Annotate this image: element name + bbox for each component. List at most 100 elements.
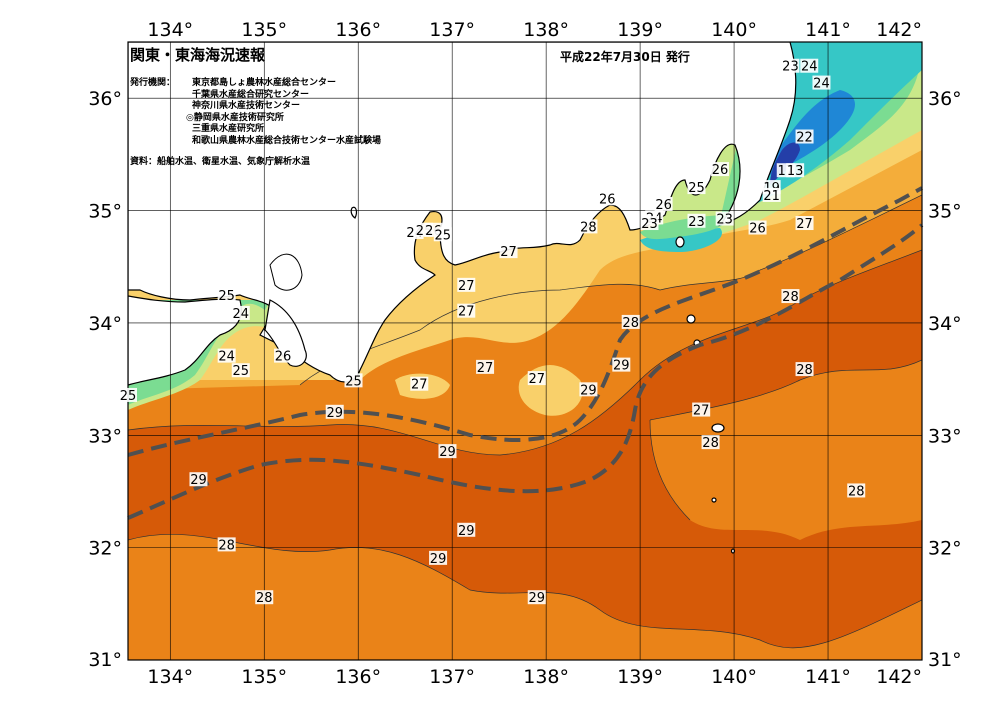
latitude-tick-label: 34°	[88, 313, 122, 335]
temperature-label-bg	[217, 348, 236, 363]
temperature-label: 27	[476, 359, 495, 376]
temperature-label-bg	[640, 216, 659, 231]
land-kii	[264, 299, 307, 367]
latitude-tick-label: 33°	[88, 425, 122, 447]
temperature-label: 29	[189, 472, 208, 488]
temperature-label: 23	[687, 213, 706, 230]
longitude-tick-label: 142°	[876, 19, 922, 41]
temperature-label-text: 24	[813, 77, 830, 92]
temperature-label-bg	[579, 382, 598, 397]
temperature-label: 13	[786, 163, 805, 179]
temperature-label: 29	[579, 382, 598, 398]
latitude-tick-label: 35°	[88, 201, 122, 223]
temperature-label-bg	[654, 196, 673, 211]
temperature-label-bg	[715, 211, 734, 226]
temperature-label: 21	[762, 187, 781, 204]
longitude-tick-label: 139°	[617, 19, 663, 41]
temperature-label-text: 27	[458, 279, 475, 294]
temperature-label-bg	[457, 303, 476, 318]
temperature-label-bg	[499, 244, 518, 259]
longitude-labels-bottom: 134° 135° 136° 137° 138° 139° 140° 141° 142°	[147, 666, 922, 688]
issuer-2: 千葉県水産総合研究センター	[192, 89, 310, 100]
temperature-label-bg	[687, 180, 706, 195]
temperature-label: 26	[274, 348, 293, 365]
temperature-label-bg	[274, 348, 293, 363]
longitude-tick-label: 140°	[711, 19, 757, 41]
temperature-label-text: 25	[120, 389, 137, 404]
temperature-label-bg	[429, 550, 448, 565]
temperature-label-text: 29	[613, 359, 630, 374]
temperature-label-bg	[800, 58, 819, 73]
temperature-label: 29	[527, 590, 546, 606]
temperature-label-text: 24	[801, 60, 818, 75]
longitude-tick-label: 134°	[147, 19, 193, 41]
temperature-label-bg	[795, 216, 814, 231]
temperature-label-bg	[579, 219, 598, 234]
kuroshio-axis-north	[127, 186, 923, 457]
longitude-tick-label: 135°	[241, 666, 287, 688]
temperature-label-text: 29	[458, 524, 475, 539]
temperature-label-text: 28	[702, 436, 719, 451]
issuers-label: 発行機関：	[130, 78, 176, 88]
temperature-label: 27	[410, 376, 429, 393]
temperature-label-text: 25	[435, 228, 452, 243]
latitude-tick-label: 31°	[928, 649, 962, 671]
issuer-4: ◎静岡県水産技術研究所	[186, 112, 284, 123]
map-title: 関東・東海海況速報	[130, 46, 266, 64]
temperature-label-bg	[189, 472, 208, 487]
temperature-label-text: 23	[716, 213, 733, 228]
temperature-label-bg	[847, 483, 866, 498]
temperature-label: 28	[781, 289, 800, 305]
issue-date: 平成22年7月30日 発行	[560, 50, 690, 64]
longitude-tick-label: 141°	[805, 19, 851, 41]
longitude-tick-label: 139°	[617, 666, 663, 688]
latitude-tick-label: 35°	[928, 201, 962, 223]
longitude-tick-label: 136°	[335, 666, 381, 688]
temperature-label: 22	[795, 129, 814, 146]
temperature-label-text: 28	[580, 220, 597, 235]
land-hachijo	[711, 423, 725, 433]
temperature-label: 26	[654, 196, 673, 213]
temperature-label-text: 28	[782, 290, 799, 305]
temperature-label-text: 28	[848, 484, 865, 499]
latitude-tick-label: 36°	[88, 88, 122, 110]
temperature-label-text: 27	[500, 245, 517, 260]
temperature-label: 28	[701, 435, 720, 451]
latitude-tick-label: 36°	[928, 88, 962, 110]
sst-band-25-sagami	[640, 215, 730, 240]
temperature-label-text: 28	[256, 591, 273, 606]
kuroshio-axis-south	[127, 223, 924, 520]
longitude-tick-label: 141°	[805, 666, 851, 688]
land-aogashima	[711, 497, 717, 503]
temperature-label-bg	[344, 373, 363, 388]
temperature-label-text: 29	[580, 383, 597, 398]
temperature-label-bg	[231, 305, 250, 320]
temperature-label-text: 29	[528, 591, 545, 606]
temperature-label: 29	[612, 357, 631, 374]
temperature-label: 27	[457, 277, 476, 294]
temperature-label-bg	[527, 590, 546, 605]
temperature-label-bg	[795, 362, 814, 377]
temperature-label-text: 24	[232, 307, 249, 322]
temperature-label: 25	[119, 387, 137, 404]
land-small-north	[350, 206, 358, 219]
temperature-label-text: 28	[218, 538, 235, 553]
temperature-label: 25	[344, 373, 363, 389]
temperature-label-text: 22	[796, 131, 813, 146]
temperature-label: 26	[748, 220, 767, 237]
temperature-label: 28	[621, 314, 640, 331]
temperature-label-bg	[231, 363, 250, 378]
temperature-label-text: 26	[749, 222, 766, 237]
temperature-label: 27	[527, 371, 546, 387]
temperature-label-text: 25	[688, 181, 705, 196]
longitude-tick-label: 134°	[147, 666, 193, 688]
temperature-label-bg	[692, 402, 711, 417]
temperature-label: 28	[847, 483, 866, 499]
land-oshima	[675, 236, 685, 248]
temperature-label-bg	[781, 58, 800, 73]
temperature-label: 24	[812, 75, 831, 92]
temperature-label-text: 24	[218, 350, 235, 365]
issuer-3: 神奈川県水産技術センター	[192, 101, 301, 111]
